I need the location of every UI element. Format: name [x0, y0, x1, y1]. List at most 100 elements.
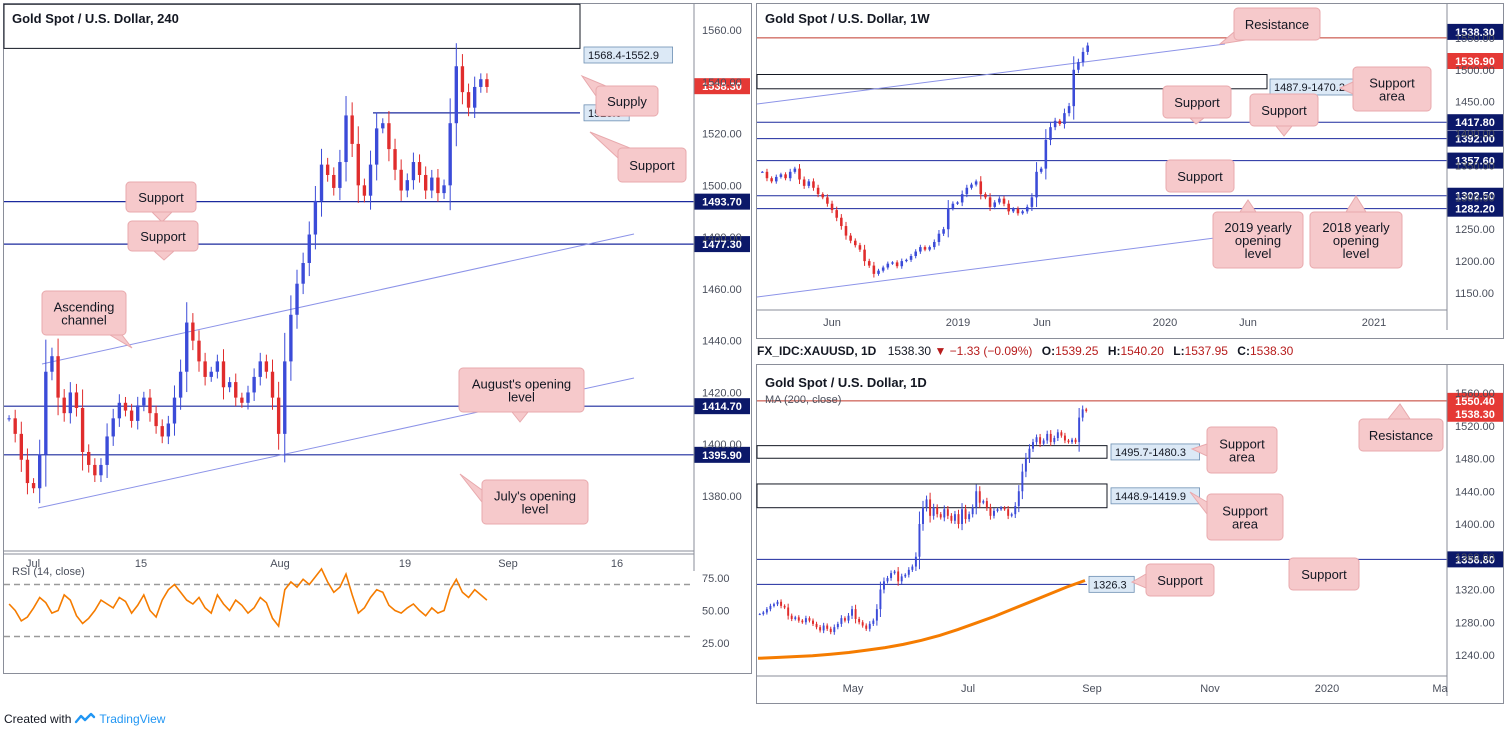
low-label: L: [1173, 344, 1185, 358]
w1-candles-candle [1053, 120, 1057, 128]
w1-candles-candle [923, 247, 927, 250]
d1-candles-candle [804, 618, 807, 623]
w1-y-tick: 1250.00 [1455, 224, 1495, 236]
w1-candles-candle [1039, 168, 1043, 172]
h4-candles-candle [356, 143, 360, 186]
w1-callout-2018-open-text: 2018 yearly [1322, 220, 1390, 235]
h4-level-tag-bg [694, 193, 750, 210]
w1-level-tag-bg [1447, 200, 1503, 217]
d1-candles-candle [875, 609, 878, 621]
d1-candles-candle [872, 620, 875, 624]
h4-candles-candle [19, 433, 24, 460]
close-value: 1538.30 [1249, 344, 1294, 358]
h4-callout-channel-box [41, 290, 127, 336]
d1-candles-candle [943, 509, 946, 518]
d1-x-tick: May [843, 683, 864, 695]
w1-candles-candle [830, 203, 834, 211]
w1-candles-candle [881, 267, 885, 271]
d1-candles-candle [769, 605, 772, 610]
d1-candles-candle [957, 514, 960, 524]
h4-callout-support-1477-pointer [152, 250, 176, 261]
weekly-chart-panel[interactable] [756, 3, 1504, 339]
d1-candles-candle [1074, 439, 1077, 443]
d1-candles-candle [982, 501, 985, 503]
d1-candles-candle [961, 509, 964, 524]
d1-candles-candle [932, 507, 935, 516]
d1-candles-candle [861, 622, 864, 626]
d1-y-tick: 1440.00 [1455, 486, 1495, 498]
d1-candles-candle [1056, 432, 1059, 439]
h4-candles-candle [374, 128, 379, 165]
w1-candles-candle [928, 247, 931, 250]
w1-candles-candle [905, 259, 908, 262]
d1-callout-support-area-1-box [1206, 426, 1278, 474]
w1-trend-upper [756, 43, 1226, 105]
d1-candles [758, 405, 1088, 635]
h4-y-tick: 1440.00 [702, 336, 742, 348]
last-price: 1538.30 [887, 344, 932, 358]
h4-candles [7, 43, 489, 504]
rsi-line [8, 567, 488, 629]
h4-candles-candle [185, 322, 189, 372]
tradingview-logo-icon [75, 712, 96, 724]
h4-candles-candle [56, 356, 60, 398]
w1-x-tick: Jun [1239, 317, 1257, 329]
rsi-label: RSI (14, close) [12, 566, 85, 578]
w1-candles-candle [770, 178, 773, 182]
d1-candles-candle [922, 507, 924, 524]
h4-level-tag: 1414.70 [702, 401, 742, 413]
h4-callout-supply-text: Supply [607, 94, 647, 109]
d1-candles-candle [868, 623, 871, 629]
rsi-y-tick: 75.00 [702, 573, 730, 585]
h4-candles-candle [62, 397, 66, 414]
d1-candles-candle [890, 573, 893, 579]
d1-candles-candle [762, 612, 765, 615]
w1-candles-candle [779, 174, 783, 177]
h4-y-tick: 1560.00 [702, 25, 742, 37]
tradingview-brand[interactable]: TradingView [99, 712, 166, 726]
d1-candles-candle [829, 628, 832, 633]
h4-candles-candle [448, 123, 452, 186]
w1-x-tick: 2020 [1153, 317, 1177, 329]
w1-candles-candle [784, 174, 787, 179]
d1-candles-candle [1049, 433, 1052, 443]
w1-candles-candle [886, 263, 890, 268]
d1-candles-candle [836, 623, 839, 628]
d1-candles-candle [989, 507, 992, 516]
h4-callout-channel-pointer [108, 334, 133, 349]
d1-candles-candle [907, 569, 910, 575]
d1-ma-200-line [757, 579, 1086, 660]
w1-candles-candle [974, 181, 978, 185]
h4-candles-candle [399, 169, 403, 191]
h4-x-tick: 16 [611, 558, 623, 570]
w1-candles-candle [1035, 171, 1038, 198]
d1-candles-candle [812, 620, 814, 624]
rsi-y-tick: 50.00 [702, 606, 730, 618]
h4-x-tick: 15 [135, 558, 147, 570]
h4-level-tag-bg [694, 236, 750, 253]
w1-candles-candle [900, 261, 904, 267]
w1-callout-support-1392-pointer [1274, 125, 1294, 137]
w1-title: Gold Spot / U.S. Dollar, 1W [765, 11, 930, 26]
h4-candles-candle [472, 86, 477, 108]
w1-candles-candle [858, 245, 862, 250]
w1-callout-2018-open-pointer [1345, 195, 1367, 213]
d1-support-zone [756, 445, 1108, 459]
d1-candles-candle [1067, 440, 1070, 443]
d1-candles-candle [801, 620, 804, 623]
w1-candles-candle [914, 251, 917, 257]
d1-candles-candle [1035, 437, 1038, 443]
h4-candles-candle [313, 200, 318, 235]
h4-title: Gold Spot / U.S. Dollar, 240 [12, 11, 179, 26]
w1-y-tick: 1500.00 [1455, 65, 1495, 77]
w1-candles-candle [1007, 203, 1010, 212]
d1-level-tag-bg [1447, 392, 1503, 409]
h4-candles-candle [13, 418, 17, 434]
d1-candles-candle [815, 623, 818, 628]
d1-candles-candle [1000, 507, 1003, 510]
h4-callout-support-1493-text: Support [138, 190, 184, 205]
w1-y-tick: 1300.00 [1455, 192, 1495, 204]
h4-candles-candle [105, 436, 109, 465]
h4-candles-candle [209, 371, 213, 377]
